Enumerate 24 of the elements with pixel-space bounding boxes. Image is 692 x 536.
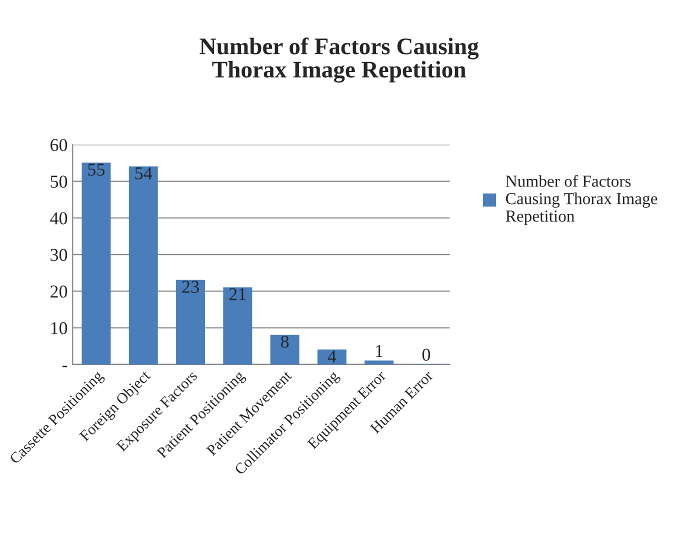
bar bbox=[223, 287, 252, 364]
y-tick-label: 50 bbox=[50, 176, 68, 188]
legend-label: Number of Factors Causing Thorax Image Repetition bbox=[506, 174, 658, 226]
data-label: 54 bbox=[135, 167, 152, 180]
data-label: 0 bbox=[422, 348, 430, 361]
data-label: 55 bbox=[88, 164, 105, 176]
data-label: 4 bbox=[328, 350, 336, 362]
data-label: 1 bbox=[376, 345, 383, 357]
y-tick-label: 30 bbox=[50, 248, 68, 262]
y-tick-label: 10 bbox=[51, 322, 68, 334]
y-tick-label: - bbox=[62, 366, 68, 368]
data-label: 23 bbox=[182, 280, 199, 293]
data-label: 21 bbox=[229, 288, 246, 300]
bar bbox=[317, 349, 346, 364]
y-tick-label: 40 bbox=[50, 212, 68, 224]
bar bbox=[128, 166, 158, 364]
bar bbox=[270, 334, 300, 364]
y-tick-label: 60 bbox=[50, 138, 68, 152]
data-label: 8 bbox=[280, 336, 289, 348]
bar bbox=[176, 280, 206, 364]
y-tick-label: 20 bbox=[50, 285, 68, 298]
chart-title: Number of Factors Causing Thorax Image Repetition bbox=[200, 38, 479, 83]
bar bbox=[82, 162, 111, 364]
bar bbox=[364, 360, 394, 364]
